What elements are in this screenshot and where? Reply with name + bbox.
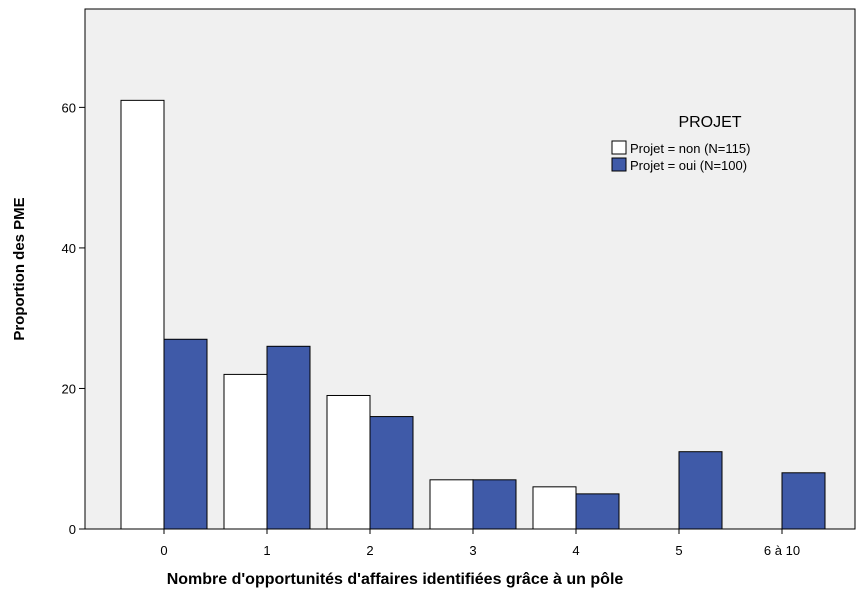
x-tick-label-1: 1 — [263, 543, 270, 558]
legend-label-non: Projet = non (N=115) — [630, 141, 750, 156]
bar-oui-5 — [678, 451, 723, 530]
bar-oui-6 — [781, 472, 826, 530]
plot-area — [84, 8, 856, 530]
y-axis-title: Proportion des PME — [11, 197, 28, 340]
bar-non-3 — [429, 479, 474, 530]
y-tick-label-0: 0 — [69, 522, 76, 537]
bar-non-1 — [223, 373, 268, 530]
x-tick-label-2: 2 — [366, 543, 373, 558]
bar-oui-1 — [266, 345, 311, 530]
x-tick-label-4: 4 — [572, 543, 579, 558]
y-tick-label-60: 60 — [62, 100, 76, 115]
bar-non-2 — [326, 394, 371, 530]
bar-oui-3 — [472, 479, 517, 530]
x-tick-label-5: 5 — [675, 543, 682, 558]
x-tick-label-0: 0 — [160, 543, 167, 558]
legend-swatch-oui — [611, 157, 627, 172]
bar-non-0 — [120, 99, 165, 530]
bar-oui-4 — [575, 493, 620, 530]
bar-non-4 — [532, 486, 577, 530]
bar-oui-2 — [369, 416, 414, 530]
x-tick-label-6: 6 à 10 — [764, 543, 800, 558]
x-axis-title: Nombre d'opportunités d'affaires identif… — [167, 571, 624, 588]
legend-title: PROJET — [678, 114, 741, 131]
bar-oui-0 — [163, 338, 208, 530]
x-axis: 0 1 2 3 4 5 6 à 10 — [160, 529, 800, 558]
legend-swatch-non — [611, 140, 627, 155]
y-tick-label-20: 20 — [62, 381, 76, 396]
bars-group — [120, 99, 826, 530]
x-tick-label-3: 3 — [469, 543, 476, 558]
y-axis: 0 20 40 60 — [62, 100, 85, 537]
legend: PROJET Projet = non (N=115) Projet = oui… — [611, 114, 750, 173]
y-tick-label-40: 40 — [62, 241, 76, 256]
legend-label-oui: Projet = oui (N=100) — [630, 158, 747, 173]
